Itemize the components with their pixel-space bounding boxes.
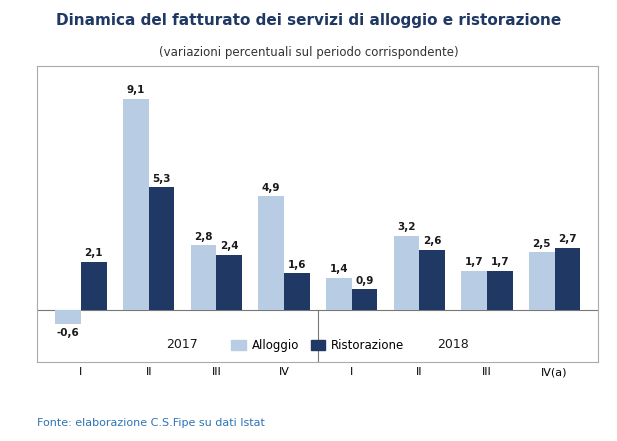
Text: 4,9: 4,9 — [262, 183, 280, 193]
Text: Dinamica del fatturato dei servizi di alloggio e ristorazione: Dinamica del fatturato dei servizi di al… — [56, 13, 561, 28]
Bar — [217, 254, 242, 310]
Text: 1,4: 1,4 — [329, 264, 348, 274]
Text: 2,8: 2,8 — [194, 232, 213, 242]
Text: -0,6: -0,6 — [57, 328, 80, 338]
Text: 5,3: 5,3 — [152, 174, 171, 183]
Text: 1,7: 1,7 — [465, 258, 483, 267]
Text: 3,2: 3,2 — [397, 223, 416, 232]
Text: 2,1: 2,1 — [85, 248, 103, 258]
Text: 2018: 2018 — [437, 338, 469, 351]
Bar — [259, 196, 284, 310]
Bar — [326, 278, 352, 310]
Text: 2,6: 2,6 — [423, 236, 441, 247]
Bar — [529, 252, 555, 310]
Text: 2,4: 2,4 — [220, 241, 238, 251]
Text: Fonte: elaborazione C.S.Fipe su dati Istat: Fonte: elaborazione C.S.Fipe su dati Ist… — [37, 418, 265, 428]
Bar — [284, 273, 310, 310]
Bar — [487, 271, 513, 310]
Bar — [352, 289, 377, 310]
Legend: Alloggio, Ristorazione: Alloggio, Ristorazione — [228, 336, 408, 356]
Bar — [191, 245, 217, 310]
Bar — [394, 236, 419, 310]
Text: 2,7: 2,7 — [558, 234, 577, 244]
Bar — [81, 262, 107, 310]
Bar — [123, 99, 149, 310]
Text: 0,9: 0,9 — [355, 276, 374, 286]
Bar — [149, 187, 175, 310]
Bar — [461, 271, 487, 310]
Text: 1,6: 1,6 — [288, 260, 306, 270]
Text: (variazioni percentuali sul periodo corrispondente): (variazioni percentuali sul periodo corr… — [159, 46, 458, 59]
Text: 9,1: 9,1 — [126, 85, 145, 95]
Text: 2,5: 2,5 — [532, 239, 551, 249]
Bar — [555, 247, 580, 310]
Text: 2017: 2017 — [167, 338, 198, 351]
Bar — [56, 310, 81, 325]
Text: 1,7: 1,7 — [491, 258, 509, 267]
Bar — [419, 250, 445, 310]
